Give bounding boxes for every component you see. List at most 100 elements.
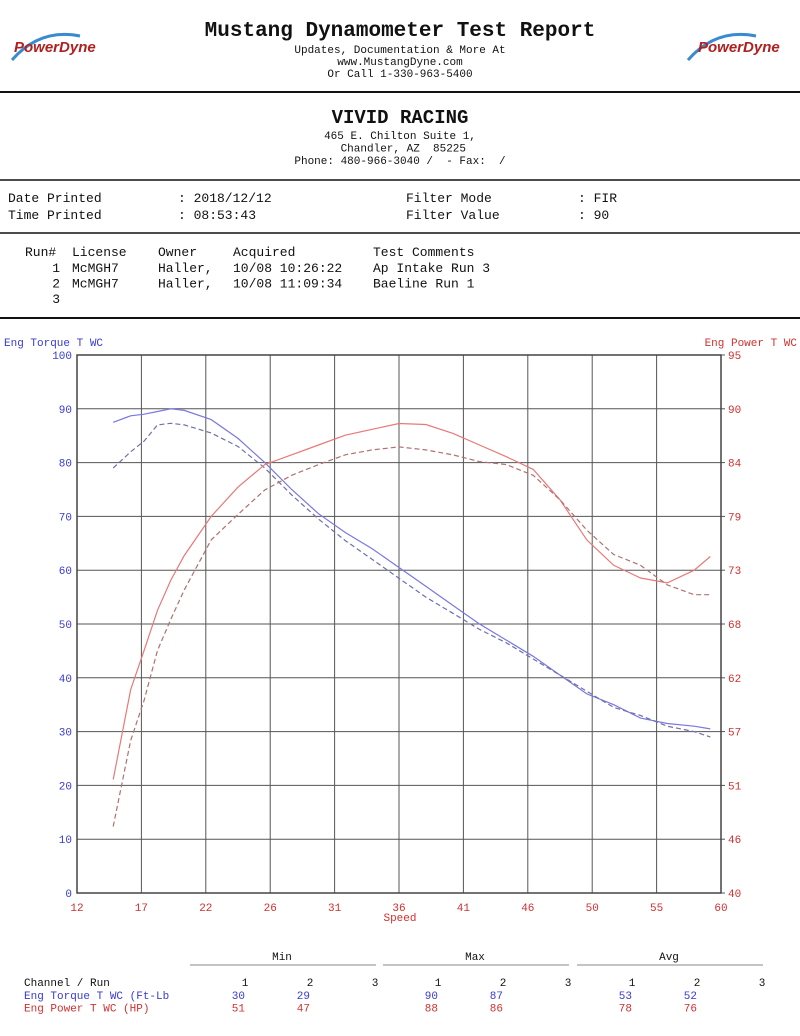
info-cell: : 2018/12/12 [178, 191, 272, 206]
y-axis-title: Eng Torque T WC [4, 338, 103, 350]
x-tick-label: 50 [586, 903, 599, 915]
stats-value: 86 [490, 1004, 503, 1016]
x-tick-label: 36 [392, 903, 405, 915]
runs-cell: Haller, [158, 261, 213, 276]
header-lines: Updates, Documentation & More Atwww.Must… [294, 45, 505, 81]
y-tick-label: 100 [52, 351, 72, 363]
stats-run: 2 [307, 978, 314, 990]
x-tick-label: 31 [328, 903, 342, 915]
stats-value: 53 [619, 991, 632, 1003]
header-line: Or Call 1-330-963-5400 [327, 69, 472, 81]
info-cell: Filter Value [406, 208, 500, 223]
logo-swoosh [686, 32, 757, 61]
shop-line: Chandler, AZ 85225 [334, 144, 466, 156]
runs-header: Run# [25, 245, 56, 260]
y-tick-label: 40 [59, 674, 72, 686]
y2-tick-label: 79 [728, 512, 741, 524]
stats-value: 88 [425, 1004, 438, 1016]
y-tick-label: 90 [59, 405, 72, 417]
plot-frame [76, 354, 722, 894]
series-line [112, 446, 711, 827]
y-tick-label: 80 [59, 459, 72, 471]
x-tick-label: 46 [521, 903, 534, 915]
y2-axis-title: Eng Power T WC [705, 338, 798, 350]
stats-value: 90 [425, 991, 438, 1003]
info-cell: : FIR [578, 191, 617, 206]
y2-tick-label: 46 [728, 835, 741, 847]
stats-run: 2 [500, 978, 507, 990]
info-table: Date Printed : 2018/12/12 Filter Mode : FIR… [8, 191, 617, 223]
series-line [112, 422, 711, 738]
stats-run: 2 [694, 978, 701, 990]
stats-run: 3 [372, 978, 379, 990]
runs-cell: 3 [52, 292, 60, 307]
stats-channel: Eng Torque T WC (Ft-Lb [24, 991, 169, 1003]
y-tick-label: 60 [59, 566, 72, 578]
info-cell: : 08:53:43 [178, 208, 256, 223]
runs-cell: Baeline Run 1 [373, 277, 475, 292]
stats-group: Avg [659, 952, 679, 964]
y2-tick-label: 95 [728, 351, 741, 363]
info-cell: : 90 [578, 208, 609, 223]
stats-value: 52 [684, 991, 697, 1003]
header-line: www.MustangDyne.com [337, 57, 463, 69]
shop-line: Phone: 480-966-3040 / - Fax: / [294, 156, 505, 168]
logo-swoosh [10, 32, 81, 61]
y2-tick-label: 84 [728, 459, 742, 471]
runs-table: Run# License Owner Acquired Test Comments 1 Mc… [25, 245, 490, 307]
stats-group: Max [465, 952, 485, 964]
stats-group: Min [272, 952, 292, 964]
y-tick-label: 10 [59, 835, 72, 847]
chart: Eng Torque T WC Eng Power T WC Speed 0 10… [4, 338, 797, 925]
y2-tick-label: 51 [728, 781, 742, 793]
info-cell: Time Printed [8, 208, 102, 223]
y-tick-label: 0 [65, 889, 72, 901]
stats-run: 1 [435, 978, 442, 990]
info-cell: Filter Mode [406, 191, 492, 206]
stats-value: 29 [297, 991, 310, 1003]
stats-run: 3 [565, 978, 572, 990]
x-tick-label: 22 [199, 903, 212, 915]
y-tick-label: 20 [59, 781, 72, 793]
runs-cell: McMGH7 [72, 261, 119, 276]
runs-cell: 10/08 11:09:34 [233, 277, 342, 292]
x-tick-label: 41 [457, 903, 471, 915]
stats-value: 51 [232, 1004, 246, 1016]
stats-value: 30 [232, 991, 245, 1003]
stats-channel: Eng Power T WC (HP) [24, 1004, 149, 1016]
shop-name: VIVID RACING [332, 107, 469, 129]
logo-right: PowerDyne [686, 32, 780, 61]
runs-cell: Ap Intake Run 3 [373, 261, 490, 276]
runs-cell: 1 [52, 261, 60, 276]
y-tick-label: 30 [59, 728, 72, 740]
header-line: Updates, Documentation & More At [294, 45, 505, 57]
runs-cell: McMGH7 [72, 277, 119, 292]
y2-tick-label: 73 [728, 566, 741, 578]
stats-run: 3 [759, 978, 766, 990]
runs-header: Acquired [233, 245, 295, 260]
runs-header: License [72, 245, 127, 260]
x-tick-label: 12 [70, 903, 83, 915]
stats-value: 78 [619, 1004, 632, 1016]
x-tick-label: 17 [135, 903, 148, 915]
y2-tick-label: 62 [728, 674, 741, 686]
logo-text: PowerDyne [698, 39, 780, 56]
shop-lines: 465 E. Chilton Suite 1, Chandler, AZ 852… [294, 131, 505, 168]
x-tick-label: 26 [264, 903, 277, 915]
stats-value: 47 [297, 1004, 310, 1016]
info-cell: Date Printed [8, 191, 102, 206]
series-line [112, 408, 711, 730]
y-tick-label: 50 [59, 620, 72, 632]
report-title: Mustang Dynamometer Test Report [205, 20, 596, 43]
y2-tick-label: 57 [728, 728, 741, 740]
y2-tick-label: 40 [728, 889, 741, 901]
runs-header: Test Comments [373, 245, 474, 260]
stats-value: 87 [490, 991, 503, 1003]
stats-channel-label: Channel / Run [24, 978, 110, 990]
shop-line: 465 E. Chilton Suite 1, [324, 131, 476, 143]
y2-tick-label: 68 [728, 620, 741, 632]
stats-value: 76 [684, 1004, 697, 1016]
x-tick-label: 60 [714, 903, 727, 915]
